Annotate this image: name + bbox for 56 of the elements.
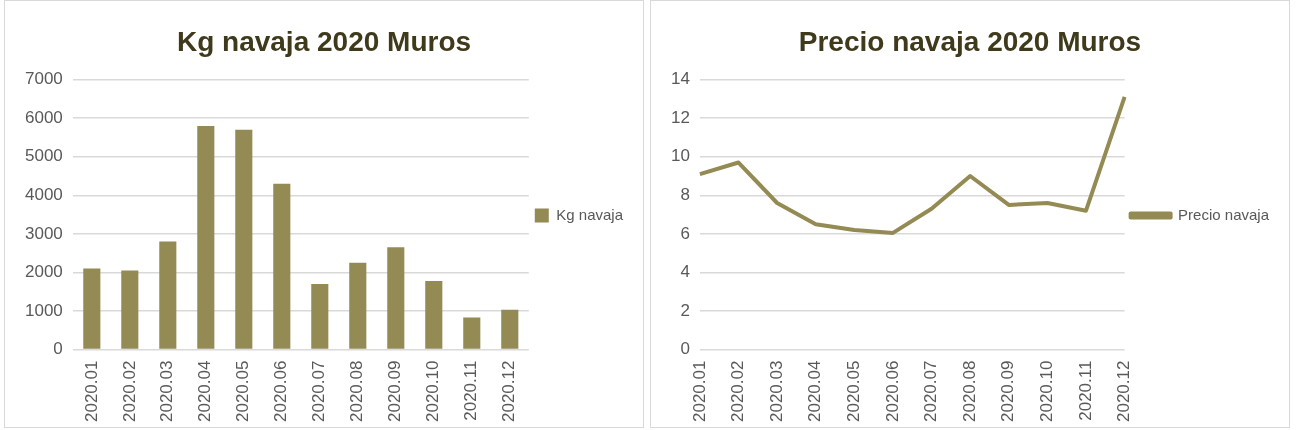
y-tick-label: 0: [53, 339, 63, 359]
y-tick-label: 0: [680, 339, 690, 359]
x-tick-label: 2020.02: [119, 360, 139, 422]
y-tick-label: 14: [670, 69, 690, 89]
y-tick-label: 2: [680, 300, 690, 320]
x-tick-label: 2020.02: [728, 360, 748, 422]
x-tick-label: 2020.09: [998, 360, 1018, 422]
x-tick-label: 2020.10: [1037, 360, 1057, 422]
bar: [273, 183, 291, 349]
chart-title: Precio navaja 2020 Muros: [798, 25, 1142, 57]
x-tick-label: 2020.06: [271, 360, 291, 422]
x-tick-label: 2020.12: [1114, 360, 1134, 422]
x-tick-label: 2020.08: [959, 360, 979, 422]
bar: [387, 247, 405, 349]
y-tick-label: 3000: [24, 223, 63, 243]
x-tick-label: 2020.11: [1075, 360, 1095, 421]
x-tick-label: 2020.03: [157, 360, 177, 422]
legend-label: Kg navaja: [556, 205, 624, 223]
bar: [349, 262, 367, 349]
bar: [197, 125, 215, 349]
y-tick-label: 6000: [24, 107, 63, 127]
y-tick-label: 5000: [24, 146, 63, 166]
bar: [463, 317, 481, 349]
x-tick-label: 2020.01: [689, 360, 709, 422]
y-tick-label: 6: [680, 223, 690, 243]
y-tick-label: 2000: [24, 262, 63, 282]
legend-label: Precio navaja: [1178, 205, 1270, 223]
y-tick-label: 1000: [24, 300, 63, 320]
x-tick-label: 2020.07: [309, 360, 329, 422]
bar: [121, 270, 139, 349]
x-tick-label: 2020.08: [347, 360, 367, 422]
x-tick-label: 2020.12: [499, 360, 519, 422]
bar: [501, 309, 519, 349]
x-tick-label: 2020.05: [233, 360, 253, 422]
x-tick-label: 2020.01: [81, 360, 101, 422]
y-tick-label: 8: [680, 184, 690, 204]
bar: [159, 241, 177, 349]
x-tick-label: 2020.11: [461, 360, 481, 421]
y-tick-label: 12: [670, 107, 690, 127]
x-tick-label: 2020.09: [385, 360, 405, 422]
x-tick-label: 2020.04: [195, 360, 215, 422]
x-tick-label: 2020.06: [882, 360, 902, 422]
bar: [425, 280, 443, 349]
x-tick-label: 2020.04: [805, 360, 825, 422]
x-tick-label: 2020.03: [766, 360, 786, 422]
chart-title: Kg navaja 2020 Muros: [176, 25, 472, 57]
y-tick-label: 4000: [24, 184, 63, 204]
y-tick-label: 4: [680, 262, 690, 282]
x-tick-label: 2020.07: [921, 360, 941, 422]
y-tick-label: 7000: [24, 69, 63, 89]
bar: [83, 268, 101, 349]
x-tick-label: 2020.05: [844, 360, 864, 422]
y-tick-label: 10: [670, 146, 690, 166]
bar: [235, 129, 253, 349]
bar: [311, 283, 329, 349]
x-tick-label: 2020.10: [423, 360, 443, 422]
